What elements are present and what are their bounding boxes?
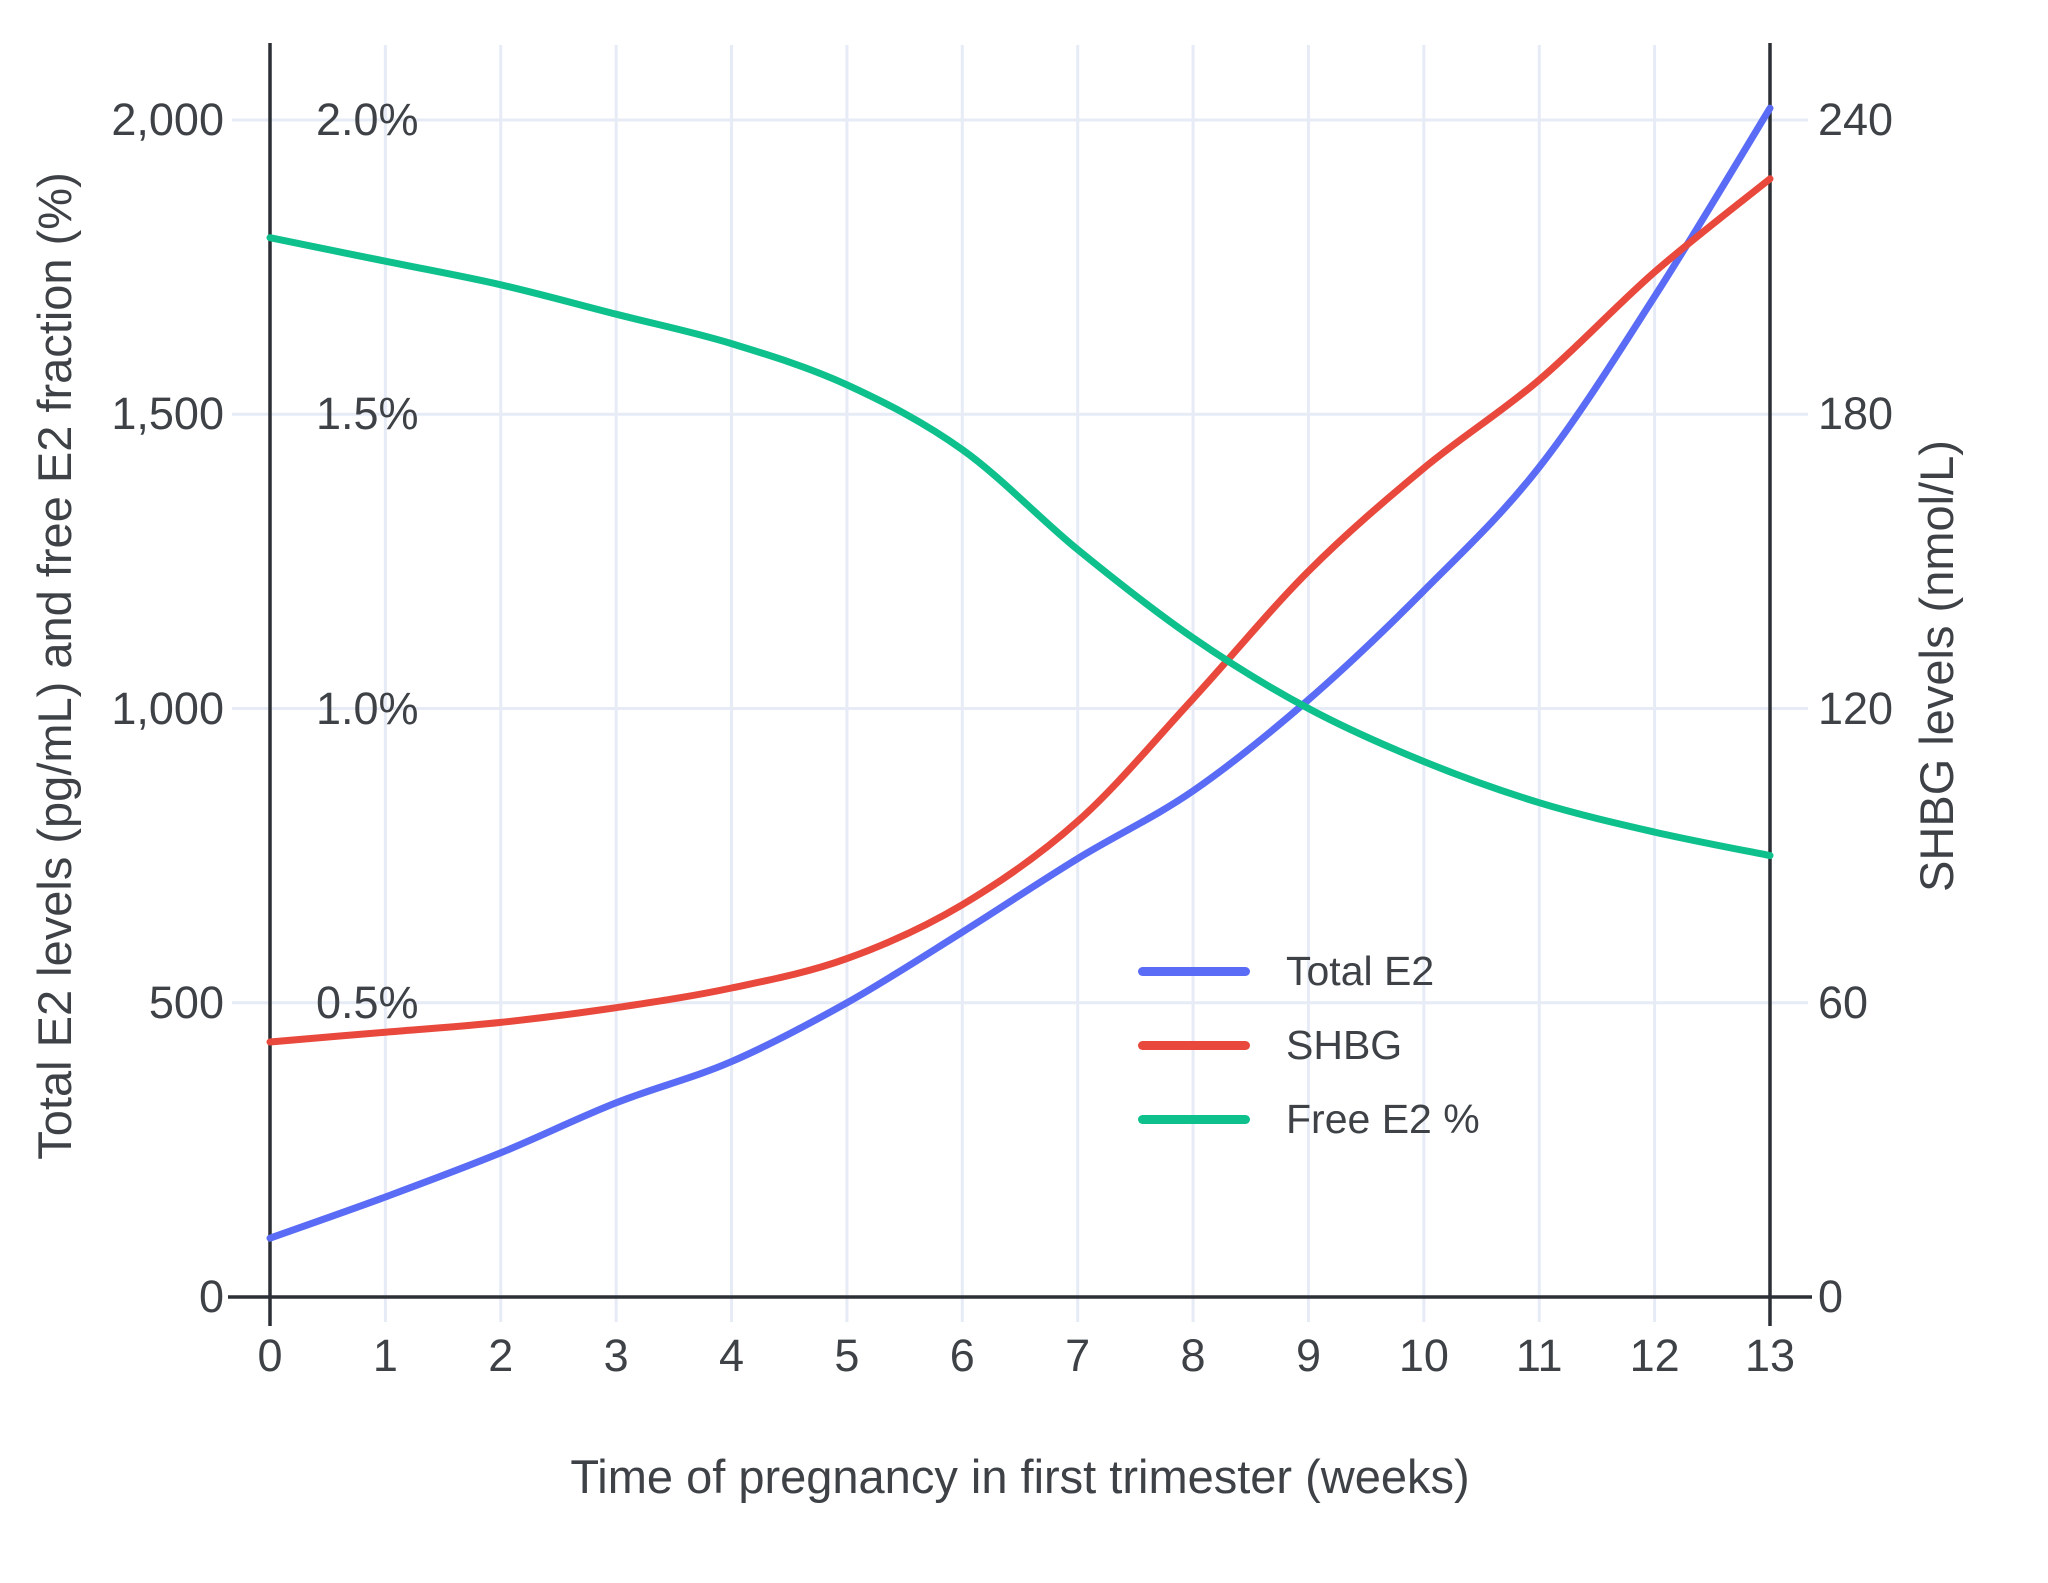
x-tick-label: 10 [1398,1330,1449,1381]
percent-annotation: 2.0% [316,94,419,145]
percent-annotation: 0.5% [316,976,419,1028]
x-axis-title: Time of pregnancy in first trimester (we… [570,1450,1470,1503]
legend-item-free-e2[interactable]: Free E2 % [1138,1094,1480,1144]
legend: Total E2 SHBG Free E2 % [1138,946,1480,1144]
y-right-tick-label: 180 [1818,388,1894,440]
y-right-tick-label: 240 [1818,94,1894,145]
shbg-swatch [1138,1040,1250,1050]
x-tick-label: 3 [603,1330,629,1381]
x-tick-label: 9 [1295,1330,1321,1381]
x-tick-label: 1 [372,1330,398,1381]
y-left-tick-label: 0 [198,1271,224,1322]
legend-item-shbg[interactable]: SHBG [1138,1020,1480,1070]
x-tick-label: 0 [257,1330,283,1381]
x-tick-label: 13 [1744,1330,1796,1381]
x-tick-label: 7 [1065,1330,1091,1381]
left-axis-title: Total E2 levels (pg/mL) and free E2 frac… [28,172,81,1160]
x-tick-label: 12 [1629,1330,1680,1381]
percent-annotation: 1.5% [316,388,419,440]
right-axis-title: SHBG levels (nmol/L) [1910,440,1963,892]
shbg-line [266,175,1774,1046]
y-left-tick-label: 1,000 [111,682,224,734]
y-left-tick-label: 500 [148,976,224,1028]
y-right-tick-label: 60 [1818,976,1869,1028]
total-e2-line [266,104,1774,1242]
y-right-tick-label: 0 [1818,1271,1844,1322]
x-tick-label: 11 [1515,1330,1563,1381]
free-e2-swatch [1138,1114,1250,1124]
legend-label-total-e2: Total E2 [1286,948,1435,994]
legend-item-total-e2[interactable]: Total E2 [1138,946,1480,996]
free-e2-line [266,234,1774,860]
y-left-tick-label: 1,500 [111,388,224,440]
legend-label-free-e2: Free E2 % [1286,1096,1480,1142]
y-right-tick-label: 120 [1818,682,1894,734]
x-tick-label: 5 [834,1330,860,1381]
percent-annotation: 1.0% [316,682,419,734]
x-tick-label: 4 [719,1330,745,1381]
y-left-tick-label: 2,000 [111,94,224,145]
legend-label-shbg: SHBG [1286,1022,1403,1068]
x-tick-label: 8 [1180,1330,1206,1381]
x-tick-label: 6 [949,1330,975,1381]
total-e2-swatch [1138,966,1250,976]
x-tick-label: 2 [488,1330,514,1381]
